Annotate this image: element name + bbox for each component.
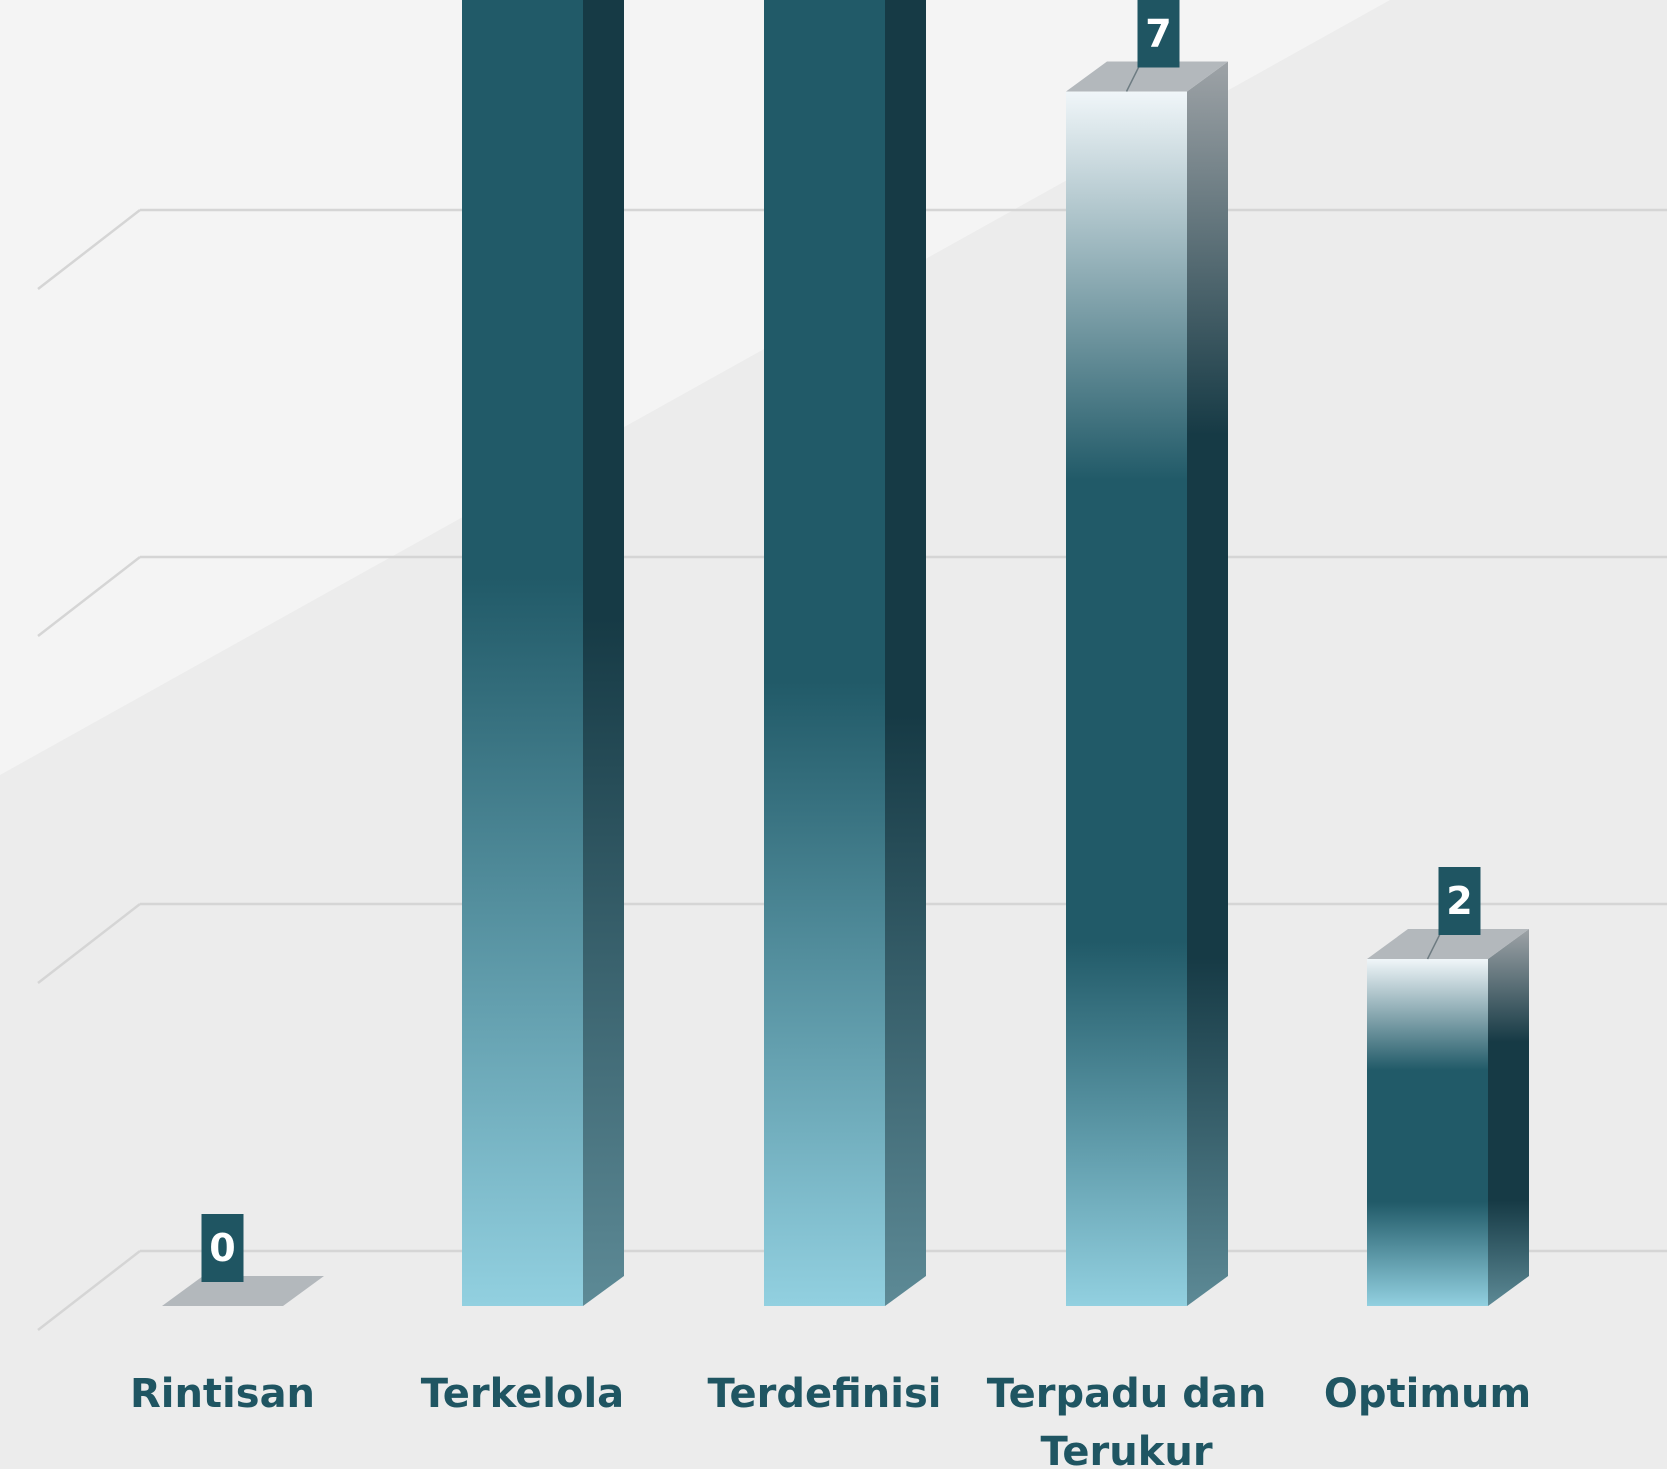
data-label: 0 xyxy=(209,1226,235,1270)
bars xyxy=(162,0,1529,1306)
category-label: Terkelola xyxy=(421,1371,624,1417)
data-labels: 0141272 xyxy=(201,0,1481,1282)
category-label: Rintisan xyxy=(130,1371,315,1417)
bar xyxy=(462,0,624,1306)
data-label: 2 xyxy=(1446,879,1472,923)
category-labels: Rintisan Terkelola Terdefinisi Terpadu dan T… xyxy=(130,1371,1531,1469)
background-highlight xyxy=(0,0,1390,775)
gridline-wall xyxy=(37,209,141,290)
gridline-wall xyxy=(37,903,141,984)
bar xyxy=(1066,61,1228,1306)
bar-front xyxy=(1367,959,1488,1306)
bar xyxy=(1367,929,1529,1306)
bar xyxy=(764,0,926,1306)
category-label: Terdefinisi xyxy=(708,1371,942,1417)
data-label: 7 xyxy=(1145,12,1171,56)
gridline-wall xyxy=(37,1250,141,1331)
bar-side xyxy=(1488,929,1529,1306)
gridline-wall xyxy=(37,556,141,637)
bar-top xyxy=(162,1276,324,1306)
category-label: Optimum xyxy=(1324,1371,1531,1417)
data-label-box xyxy=(1438,867,1481,935)
bar-front xyxy=(462,0,583,1306)
data-label-box xyxy=(201,1214,244,1282)
bar-front xyxy=(1066,91,1187,1306)
bar-side xyxy=(583,0,624,1306)
bar-front xyxy=(764,0,885,1306)
bar-side xyxy=(1187,61,1228,1306)
bar-top xyxy=(1066,61,1228,92)
data-label-box xyxy=(1137,0,1180,68)
bar-side xyxy=(885,0,926,1306)
category-label: Terpadu dan Terukur xyxy=(987,1371,1267,1469)
bar xyxy=(162,1276,324,1306)
bar-top xyxy=(1367,929,1529,959)
